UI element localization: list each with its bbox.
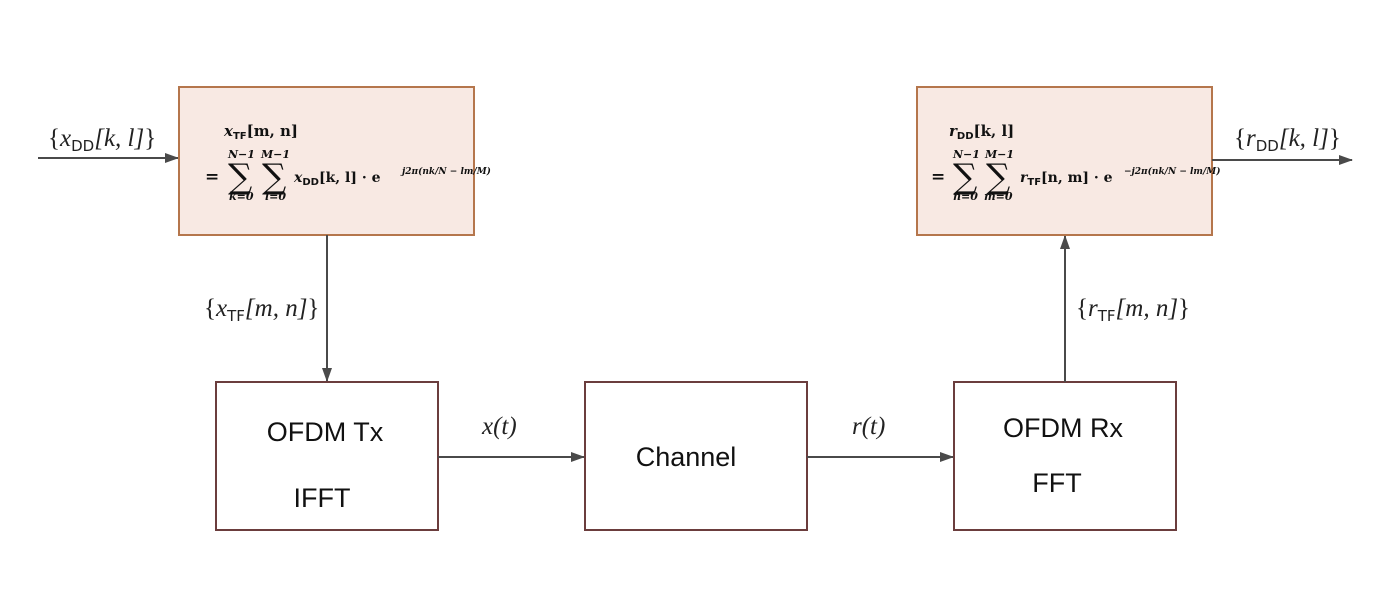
sfft-exponent: −j2π(nk/N − lm/M) (1124, 166, 1220, 177)
isfft-sum1-sigma: ∑ (228, 157, 252, 197)
tx-time-signal-label: x(t) (481, 413, 517, 440)
isfft-sum1-lower: k=0 (229, 190, 254, 203)
rx-tf-signal-label: {rTF[m, n]} (1076, 295, 1190, 325)
output-signal-label: {rDD[k, l]} (1234, 125, 1341, 155)
sfft-sum2-upper: M−1 (984, 148, 1014, 161)
isfft-lhs: xTF[m, n] (223, 122, 298, 142)
sfft-sum2-lower: m=0 (984, 190, 1013, 203)
isfft-sum2-sigma: ∑ (262, 157, 286, 197)
sfft-equals: = (931, 167, 945, 187)
sfft-term: rTF[n, m] · e (1020, 170, 1113, 188)
sfft-sum1-lower: n=0 (953, 190, 978, 203)
isfft-sum2-upper: M−1 (260, 148, 290, 161)
isfft-sum2-lower: l=0 (265, 190, 286, 203)
ofdm-tx-label: OFDM Tx (267, 417, 384, 447)
sfft-sum1-upper: N−1 (952, 148, 980, 161)
isfft-equals: = (205, 167, 219, 187)
ofdm-rx-block (953, 381, 1177, 531)
isfft-formula-box (178, 86, 475, 236)
sfft-lhs: rDD[k, l] (949, 122, 1014, 142)
ofdm-tx-block (215, 381, 439, 531)
fft-label: FFT (1032, 468, 1081, 498)
isfft-sum1-upper: N−1 (227, 148, 255, 161)
tx-tf-signal-label: {xTF[m, n]} (204, 295, 319, 325)
rx-time-signal-label: r(t) (852, 413, 885, 440)
ofdm-rx-label: OFDM Rx (1003, 413, 1123, 443)
sfft-formula-box (916, 86, 1213, 236)
channel-label: Channel (636, 442, 737, 472)
sfft-sum1-sigma: ∑ (953, 157, 977, 197)
input-signal-label: {xDD[k, l]} (48, 125, 156, 155)
channel-block (584, 381, 808, 531)
isfft-term: xDD[k, l] · e (293, 170, 381, 188)
isfft-exponent: j2π(nk/N − lm/M) (400, 166, 491, 177)
ifft-label: IFFT (294, 483, 351, 513)
sfft-sum2-sigma: ∑ (986, 157, 1010, 197)
